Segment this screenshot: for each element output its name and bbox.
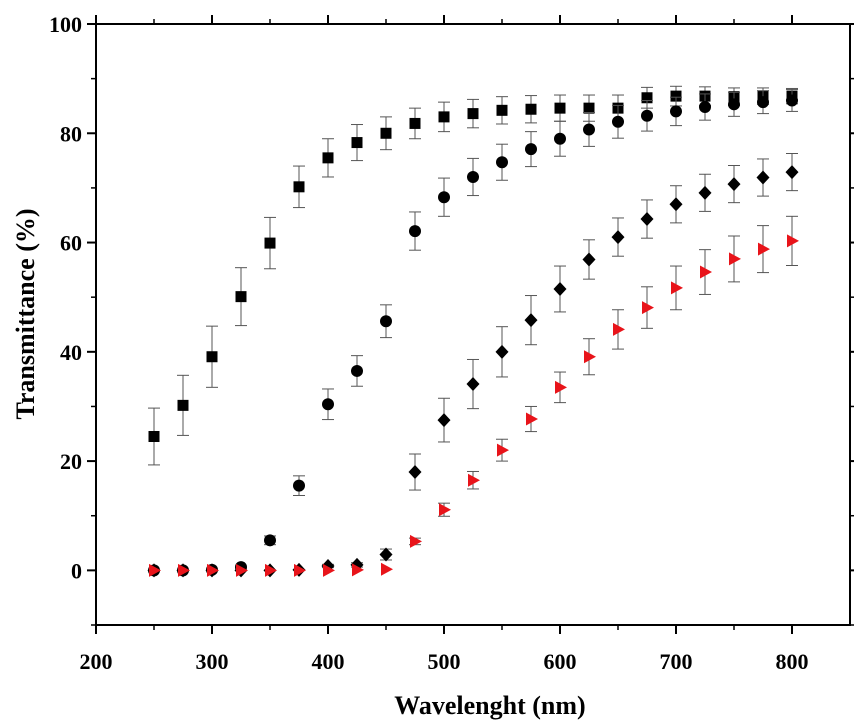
data-point-circle <box>786 94 798 107</box>
data-point-square <box>409 117 421 129</box>
series-4 <box>149 215 799 577</box>
data-point-triangle <box>729 252 741 266</box>
data-point-diamond <box>669 197 683 212</box>
data-point-triangle <box>352 563 364 577</box>
data-point-circle <box>380 315 392 328</box>
data-point-triangle <box>671 281 683 295</box>
x-tick-label: 600 <box>544 649 577 674</box>
data-point-diamond <box>698 185 712 200</box>
data-point-square <box>322 152 334 164</box>
data-point-circle <box>554 132 566 145</box>
plot-frame <box>95 23 851 626</box>
data-point-circle <box>699 101 711 114</box>
y-tick-label: 20 <box>60 449 82 474</box>
data-point-triangle <box>642 301 654 315</box>
data-point-circle <box>757 96 769 109</box>
data-point-triangle <box>613 322 625 336</box>
series-layer <box>147 85 799 578</box>
data-point-square <box>235 291 247 303</box>
data-point-circle <box>496 156 508 169</box>
series-3 <box>147 152 799 578</box>
x-tick-label: 500 <box>428 649 461 674</box>
data-point-diamond <box>727 177 741 192</box>
data-point-diamond <box>640 212 654 227</box>
data-point-triangle <box>468 473 480 487</box>
y-tick-label: 60 <box>60 231 82 256</box>
data-point-diamond <box>785 165 799 180</box>
series-2 <box>148 89 798 577</box>
y-tick-label: 100 <box>49 12 82 37</box>
data-point-triangle <box>787 234 799 248</box>
data-point-diamond <box>611 230 625 245</box>
data-point-circle <box>641 109 653 122</box>
data-point-square <box>467 108 479 120</box>
data-point-diamond <box>582 252 596 267</box>
x-tick-label: 700 <box>660 649 693 674</box>
data-point-triangle <box>439 503 451 517</box>
data-point-triangle <box>700 265 712 279</box>
data-point-circle <box>525 143 537 156</box>
data-point-triangle <box>236 563 248 577</box>
data-point-circle <box>264 534 276 547</box>
data-point-square <box>148 431 160 443</box>
data-point-circle <box>409 225 421 238</box>
y-tick-label: 80 <box>60 121 82 146</box>
data-point-circle <box>612 115 624 128</box>
data-point-diamond <box>524 313 538 328</box>
data-point-diamond <box>495 344 509 359</box>
data-point-circle <box>351 364 363 377</box>
data-point-diamond <box>756 170 770 185</box>
data-point-triangle <box>294 563 306 577</box>
data-point-diamond <box>408 465 422 480</box>
x-tick-label: 800 <box>776 649 809 674</box>
data-point-triangle <box>178 563 190 577</box>
x-tick-label: 200 <box>80 649 113 674</box>
y-axis-title: Transmittance (%) <box>11 208 40 419</box>
data-point-triangle <box>526 412 538 426</box>
y-tick-label: 0 <box>71 558 82 583</box>
data-point-square <box>177 399 189 411</box>
data-point-triangle <box>149 563 161 577</box>
data-point-diamond <box>379 547 393 562</box>
data-point-square <box>438 111 450 123</box>
data-point-square <box>293 181 305 193</box>
data-point-square <box>670 90 682 102</box>
x-tick-label: 400 <box>312 649 345 674</box>
data-point-square <box>583 102 595 114</box>
data-point-circle <box>583 123 595 136</box>
data-point-triangle <box>410 534 422 548</box>
data-point-triangle <box>207 563 219 577</box>
data-point-square <box>641 92 653 104</box>
data-point-square <box>525 103 537 115</box>
data-point-triangle <box>497 443 509 457</box>
data-point-circle <box>322 398 334 411</box>
data-point-circle <box>467 170 479 183</box>
data-point-square <box>264 237 276 249</box>
data-point-square <box>380 127 392 139</box>
x-axis-title: Wavelenght (nm) <box>394 691 585 720</box>
data-point-circle <box>728 98 740 111</box>
x-tick-label: 300 <box>196 649 229 674</box>
data-point-triangle <box>381 562 393 576</box>
data-point-diamond <box>553 281 567 296</box>
data-point-diamond <box>466 377 480 392</box>
data-point-square <box>554 102 566 114</box>
data-point-square <box>351 137 363 149</box>
data-point-triangle <box>584 350 596 364</box>
axes-layer: 200 300 400 500 600 700 800 0 20 40 60 80 100 <box>49 12 854 674</box>
data-point-square <box>496 104 508 116</box>
data-point-circle <box>670 105 682 118</box>
data-point-triangle <box>758 242 770 256</box>
data-point-triangle <box>323 563 335 577</box>
data-point-triangle <box>555 380 567 394</box>
data-point-square <box>206 351 218 363</box>
y-tick-label: 40 <box>60 340 82 365</box>
data-point-diamond <box>437 413 451 428</box>
data-point-circle <box>293 479 305 492</box>
data-point-triangle <box>265 563 277 577</box>
data-point-circle <box>438 191 450 204</box>
